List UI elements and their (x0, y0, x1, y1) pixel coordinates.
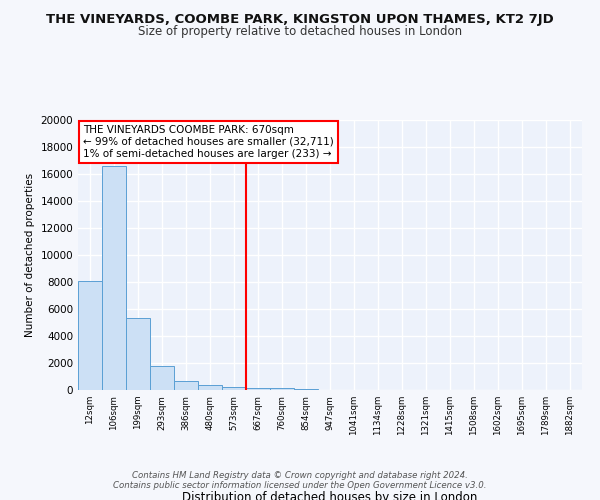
Bar (78, 280, 102, 390)
X-axis label: Distribution of detached houses by size in London: Distribution of detached houses by size … (182, 491, 478, 500)
Bar (294, 388, 318, 390)
Bar (174, 380, 198, 390)
Bar (150, 366, 174, 390)
Bar (102, 166, 126, 390)
Bar (126, 318, 150, 390)
Text: THE VINEYARDS, COOMBE PARK, KINGSTON UPON THAMES, KT2 7JD: THE VINEYARDS, COOMBE PARK, KINGSTON UPO… (46, 12, 554, 26)
Bar (198, 386, 222, 390)
Text: Size of property relative to detached houses in London: Size of property relative to detached ho… (138, 25, 462, 38)
Text: THE VINEYARDS COOMBE PARK: 670sqm
← 99% of detached houses are smaller (32,711)
: THE VINEYARDS COOMBE PARK: 670sqm ← 99% … (83, 126, 334, 158)
Text: Contains HM Land Registry data © Crown copyright and database right 2024.
Contai: Contains HM Land Registry data © Crown c… (113, 470, 487, 490)
Bar (270, 388, 294, 390)
Y-axis label: Number of detached properties: Number of detached properties (25, 173, 35, 337)
Bar (222, 386, 246, 390)
Bar (246, 388, 270, 390)
